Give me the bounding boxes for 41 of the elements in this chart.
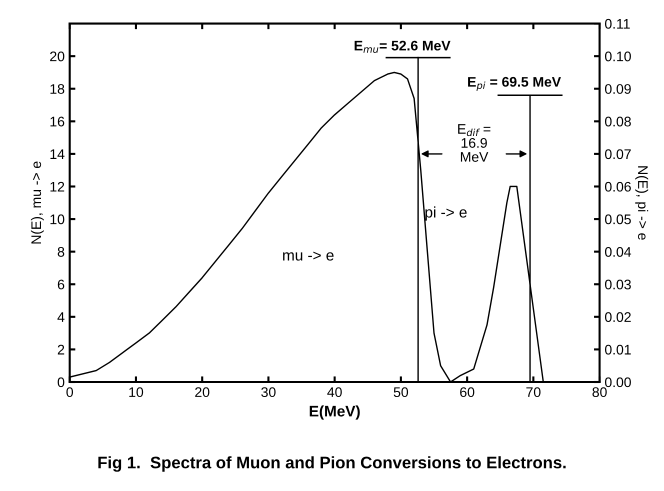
y-tick-label: 6 [58, 280, 64, 290]
x-axis-title: E(MeV) [310, 405, 360, 420]
y2-tick-label: 0.02 [604, 312, 631, 322]
y2-tick-label: 0.03 [604, 280, 631, 290]
text: Fig 1. Spectra of Muon and Pion Conversions to Electrons. [98, 456, 566, 472]
y-tick-label: 20 [50, 51, 64, 62]
y2-tick-label: 0.09 [604, 84, 631, 94]
x-tick-label: 80 [592, 387, 607, 398]
y-tick-label: 4 [57, 312, 64, 322]
y2-tick-label: 0.01 [604, 344, 631, 355]
x-tick-label: 40 [327, 387, 342, 398]
x-tick-label: 30 [261, 387, 276, 398]
y2-axis-title: N(E), pi -> e [635, 166, 648, 240]
ref-line-label: E$_{mu}$= 52.6 MeV [354, 40, 450, 53]
y-tick-label: 8 [58, 246, 64, 257]
y2-tick-label: 0.10 [604, 51, 631, 62]
y2-tick-label: 0.07 [604, 149, 631, 160]
x-tick-label: 0 [66, 387, 74, 398]
y-tick-label: 10 [50, 214, 64, 224]
y2-tick-label: 0.04 [604, 246, 632, 257]
annotation: E$_{dif}$ = 16.9 MeV [458, 124, 490, 162]
x-tick-label: 70 [526, 387, 541, 398]
x-tick-label: 50 [394, 387, 408, 398]
x-tick-label: 60 [460, 387, 474, 398]
y2-tick-label: 0.11 [604, 18, 630, 29]
x-tick-label: 20 [195, 387, 210, 398]
y-tick-label: 12 [50, 182, 64, 192]
annotation: pi -> e [425, 206, 467, 221]
y2-tick-label: 0.06 [604, 182, 631, 192]
y-tick-label: 16 [50, 116, 64, 126]
y-axis-title: N(E), mu -> e [30, 162, 44, 244]
x-tick-label: 10 [129, 387, 144, 398]
y2-tick-label: 0.05 [604, 214, 631, 224]
y-tick-label: 14 [50, 149, 64, 159]
y2-tick-label: 0.00 [604, 377, 631, 388]
y-tick-label: 18 [50, 84, 64, 94]
ref-line-label: E$_{pi}$ = 69.5 MeV [468, 76, 561, 91]
y-tick-label: 0 [58, 377, 64, 388]
y2-tick-label: 0.08 [604, 116, 631, 126]
annotation: mu -> e [283, 252, 334, 261]
y-tick-label: 2 [58, 344, 64, 354]
